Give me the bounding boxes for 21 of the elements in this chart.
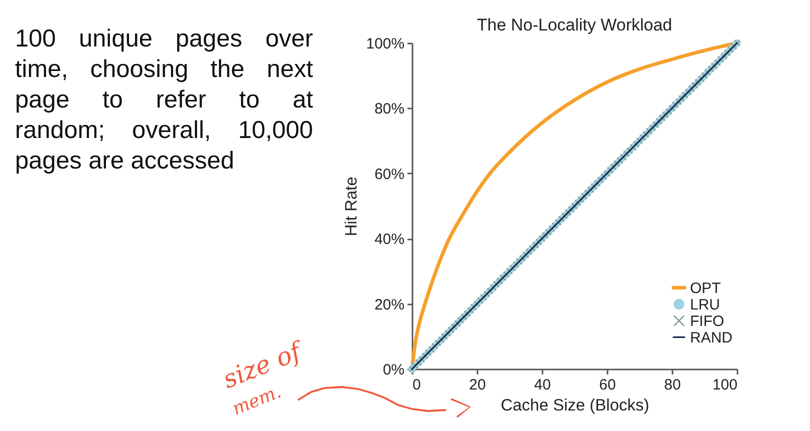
legend-label: OPT [690, 280, 721, 298]
y-axis-title: Hit Rate [342, 176, 360, 236]
x-tick-label: 80 [664, 376, 681, 394]
legend-label: LRU [690, 296, 720, 314]
text: 100 unique pages over time, choosing the next page to refer to at random; overall, 10,000 pages are accessed [15, 26, 313, 174]
x-tick-label: 20 [469, 376, 486, 394]
x-tick-label: 0 [412, 376, 421, 394]
x-axis-title: Cache Size (Blocks) [500, 396, 650, 414]
text: size of mem. [218, 336, 308, 420]
y-tick-label: 40% [374, 231, 404, 248]
y-tick-label: 80% [374, 100, 404, 118]
legend-label: RAND [690, 330, 733, 347]
x-tick-label: 40 [534, 376, 551, 394]
y-tick-label: 0% [382, 362, 404, 378]
x-tick-label: 100 [712, 376, 738, 394]
legend-label: FIFO [690, 313, 724, 330]
y-tick-label: 60% [374, 166, 404, 183]
y-tick-label: 20% [374, 296, 404, 314]
y-tick-label: 100% [366, 36, 404, 52]
chart-title: The No-Locality Workload [476, 16, 672, 35]
x-tick-label: 60 [599, 376, 616, 394]
